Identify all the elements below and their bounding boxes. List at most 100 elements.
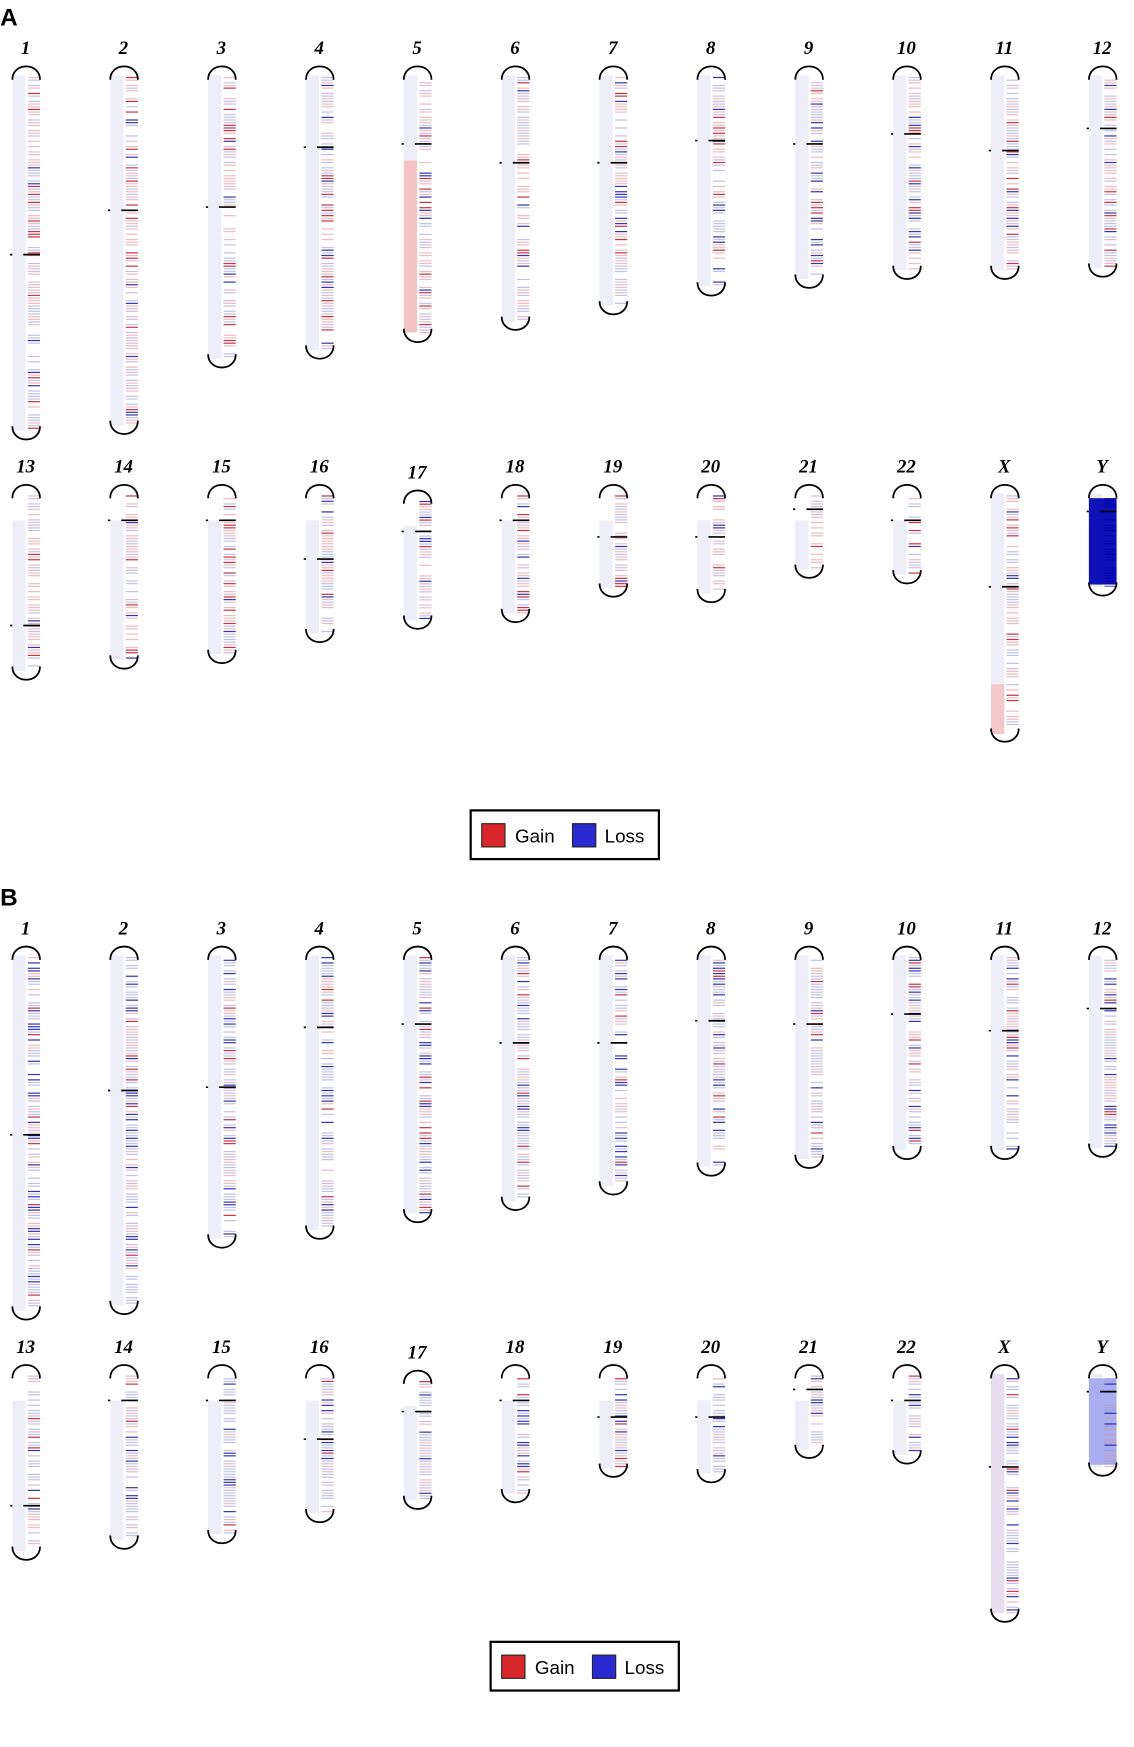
chromosome-label: 9 [804, 918, 814, 939]
telomere-top [696, 484, 726, 499]
chromatid-background [697, 1400, 711, 1474]
telomere-top [892, 484, 922, 499]
telomere-top [990, 945, 1020, 960]
legend-box [489, 1640, 680, 1692]
chromatid-background [110, 75, 124, 426]
chromatid-background [208, 1400, 222, 1535]
chromatid-background [599, 955, 613, 1186]
telomere-bottom [794, 564, 824, 579]
chromosome-label: 16 [310, 1337, 329, 1358]
legend-label: Loss [625, 1657, 665, 1678]
chromosome: 21 [793, 1337, 824, 1459]
chromatid-background [893, 955, 907, 1151]
telomere-bottom [794, 1444, 824, 1459]
chromatid-background [1088, 75, 1103, 268]
telomere-bottom [109, 1535, 139, 1550]
chromosome-label: 12 [1093, 38, 1112, 59]
telomere-top [1088, 484, 1118, 499]
telomere-top [598, 484, 629, 499]
telomere-bottom [109, 1300, 139, 1315]
legend: Gain Loss [469, 809, 660, 861]
telomere-top [598, 65, 629, 80]
chromosome: 20 [695, 1337, 726, 1484]
chromosome: 3 [205, 918, 237, 1249]
chromosome: 17 [401, 462, 433, 630]
telomere-bottom [696, 1468, 726, 1484]
chromosome-label: 17 [408, 462, 428, 483]
chromosome-label: 8 [706, 38, 716, 59]
chromosome: 17 [401, 1342, 433, 1510]
chromatid-background [795, 1400, 809, 1450]
chromosome: 15 [205, 1337, 237, 1545]
telomere-bottom [305, 1508, 335, 1524]
chromosome-label: 15 [212, 1337, 231, 1358]
telomere-bottom [11, 1546, 41, 1561]
chromatid-background [893, 520, 907, 575]
telomere-bottom [1088, 263, 1118, 278]
telomere-bottom [696, 282, 726, 297]
telomere-bottom [500, 1488, 531, 1504]
chromatid-background [403, 1406, 418, 1501]
chromatid-background [697, 75, 711, 287]
chromatid-background [599, 1400, 613, 1469]
chromosome-label: 15 [212, 457, 231, 478]
chromosome-label: 12 [1093, 918, 1112, 939]
chromosome-label: 14 [114, 457, 133, 478]
chromosome: 1 [10, 918, 41, 1321]
telomere-bottom [990, 1608, 1020, 1623]
chromosome: 11 [988, 38, 1020, 280]
chromatid-background [501, 1400, 515, 1494]
chromosome: 16 [303, 1337, 335, 1524]
telomere-bottom [794, 274, 824, 289]
chromosome-label: 21 [798, 457, 818, 478]
chromatid-background [12, 955, 26, 1311]
chromosome: 20 [695, 457, 726, 604]
telomere-top [11, 65, 41, 80]
telomere-top [305, 65, 335, 80]
telomere-bottom [11, 1306, 41, 1321]
telomere-top [1088, 65, 1118, 80]
telomere-top [11, 1364, 41, 1379]
chromatid-background [403, 955, 418, 1214]
telomere-top [402, 945, 433, 960]
chromosome-label: 4 [314, 918, 324, 939]
telomere-bottom [598, 1463, 629, 1478]
chromatid-background [12, 75, 26, 431]
telomere-top [696, 945, 726, 960]
telomere-top [794, 1364, 824, 1379]
chromosome: 16 [303, 457, 335, 643]
chromatid-background [305, 520, 320, 634]
chromosome: 3 [205, 38, 237, 369]
legend-label: Gain [515, 826, 555, 847]
chromatid-background [501, 955, 515, 1202]
chromosome-label: 21 [798, 1337, 818, 1358]
telomere-bottom [500, 608, 531, 624]
chromosome: 5 [401, 918, 433, 1224]
telomere-top [892, 1364, 922, 1379]
chromatid-background [110, 520, 124, 660]
legend-swatch-gain [501, 1654, 526, 1679]
chromosome-label: 20 [700, 1337, 720, 1358]
telomere-bottom [500, 316, 531, 331]
telomere-top [11, 945, 41, 960]
chromosome-label: Y [1096, 1337, 1109, 1358]
chromatid-background [501, 520, 515, 614]
chromatid-background [697, 520, 711, 594]
chromosome-label: 13 [16, 457, 35, 478]
chromosome: 13 [10, 1337, 41, 1561]
chromatid-background [991, 75, 1005, 271]
telomere-bottom [598, 301, 629, 316]
chromatid-background [305, 75, 320, 350]
telomere-top [207, 1364, 237, 1379]
telomere-top [11, 484, 41, 499]
chromosome-label: 22 [896, 457, 916, 478]
chromatid-background [599, 520, 613, 588]
telomere-top [696, 65, 726, 80]
panel-label: A [0, 4, 18, 31]
chromatid-background [110, 1400, 124, 1540]
telomere-top [1088, 1364, 1118, 1379]
chromosome-label: 9 [804, 38, 814, 59]
chromosome: 4 [303, 918, 335, 1240]
chromatid-background [795, 75, 809, 279]
chromosome: 7 [597, 918, 629, 1196]
